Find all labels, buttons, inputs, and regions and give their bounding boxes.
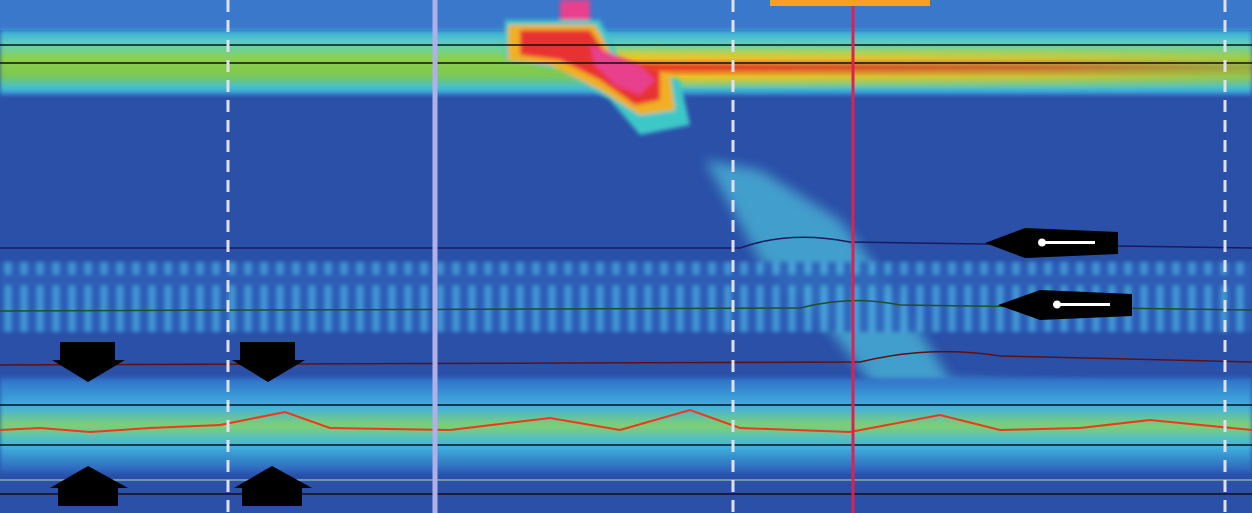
top-strip <box>0 0 1252 30</box>
manometry-plot <box>0 0 1252 513</box>
high-pressure-band <box>590 45 1252 90</box>
marker-box <box>770 0 930 6</box>
